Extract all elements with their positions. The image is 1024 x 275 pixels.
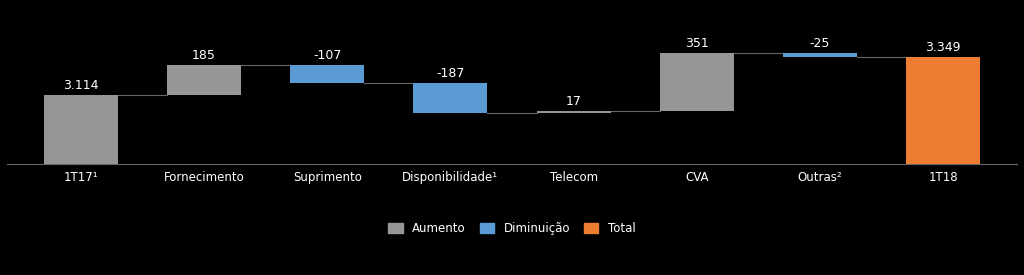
- Text: 185: 185: [193, 49, 216, 62]
- Bar: [659, 53, 734, 111]
- Bar: [290, 65, 365, 82]
- Bar: [906, 57, 980, 275]
- Text: 3.349: 3.349: [926, 41, 961, 54]
- Bar: [414, 82, 487, 114]
- Text: 3.114: 3.114: [63, 79, 98, 92]
- Bar: [44, 95, 118, 275]
- Legend: Aumento, Diminuição, Total: Aumento, Diminuição, Total: [384, 217, 640, 240]
- Bar: [167, 65, 241, 95]
- Text: 17: 17: [565, 95, 582, 108]
- Text: -187: -187: [436, 67, 465, 80]
- Text: 351: 351: [685, 37, 709, 50]
- Bar: [783, 53, 857, 57]
- Text: -107: -107: [313, 49, 341, 62]
- Bar: [537, 111, 610, 114]
- Text: -25: -25: [810, 37, 830, 50]
